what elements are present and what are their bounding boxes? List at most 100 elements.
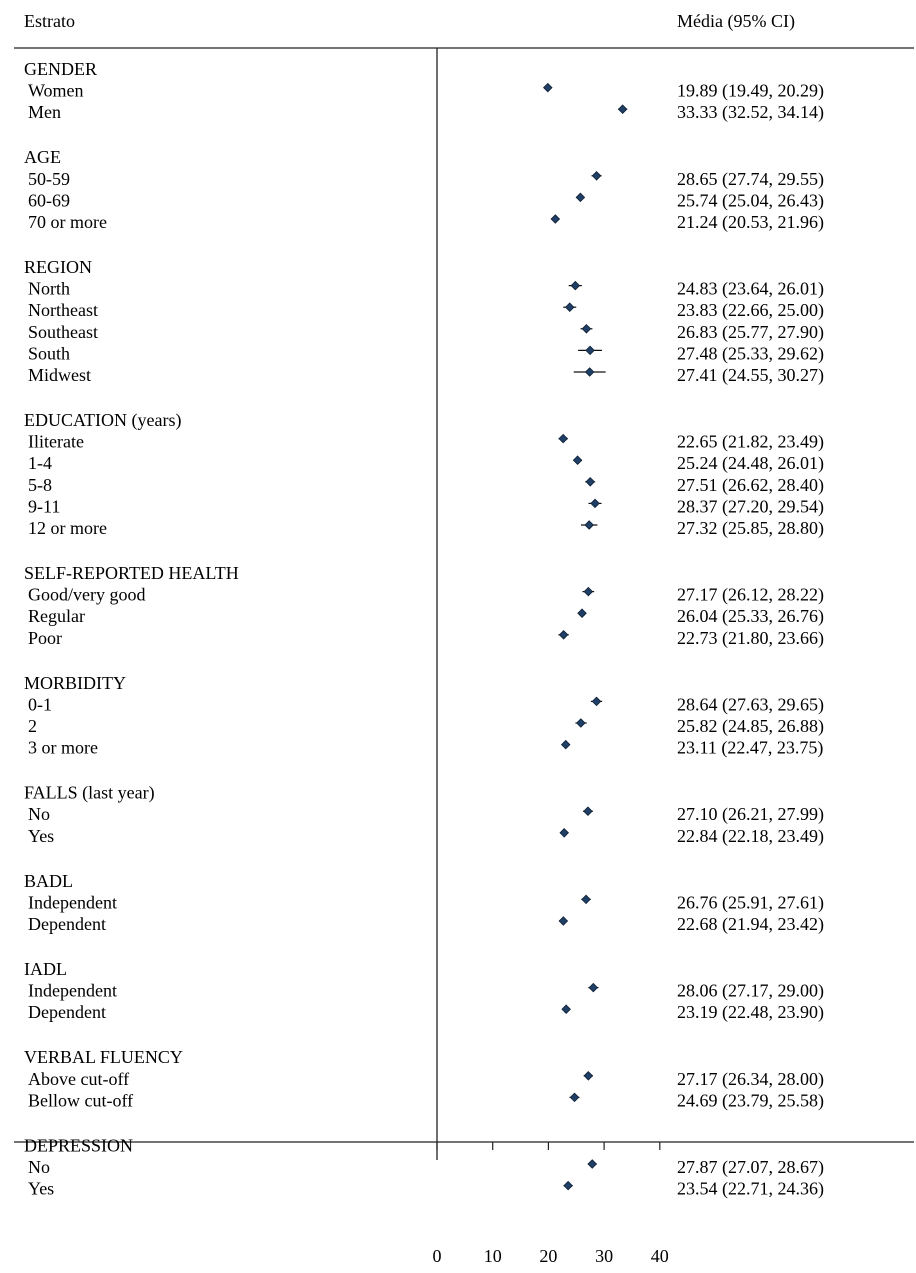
estimate-text: 27.87 (27.07, 28.67): [677, 1157, 824, 1178]
row-label: Yes: [28, 1179, 54, 1199]
mean-marker: [558, 433, 568, 444]
row-label: Independent: [28, 981, 117, 1001]
group-label: REGION: [24, 257, 92, 277]
row-label: 2: [28, 716, 37, 736]
row-label: Women: [28, 81, 84, 101]
group-label: EDUCATION (years): [24, 410, 181, 431]
row-label: Good/very good: [28, 585, 145, 605]
row-label: 12 or more: [28, 518, 107, 538]
group-label: FALLS (last year): [24, 783, 155, 804]
group-label: MORBIDITY: [24, 673, 126, 693]
estimate-text: 26.04 (25.33, 26.76): [677, 606, 824, 627]
estimate-text: 22.65 (21.82, 23.49): [677, 432, 824, 453]
mean-marker: [584, 367, 595, 377]
mean-marker: [577, 608, 587, 618]
mean-marker: [576, 718, 586, 728]
estimate-text: 27.41 (24.55, 30.27): [677, 365, 824, 386]
mean-marker: [590, 498, 600, 509]
row-label: Dependent: [28, 914, 106, 934]
row-label: 0-1: [28, 694, 52, 714]
estimate-text: 26.83 (25.77, 27.90): [677, 322, 824, 343]
estimate-text: 21.24 (20.53, 21.96): [677, 212, 824, 233]
group-label: AGE: [24, 147, 61, 167]
estimate-text: 27.51 (26.62, 28.40): [677, 475, 824, 496]
mean-marker: [559, 828, 569, 838]
estimate-text: 27.48 (25.33, 29.62): [677, 343, 824, 364]
row-label: 5-8: [28, 475, 52, 495]
row-label: 3 or more: [28, 738, 98, 758]
mean-marker: [584, 520, 594, 530]
estimate-text: 22.68 (21.94, 23.42): [677, 914, 824, 935]
group-label: IADL: [24, 959, 67, 979]
mean-marker: [588, 982, 599, 993]
mean-marker: [558, 916, 569, 926]
estimate-text: 25.24 (24.48, 26.01): [677, 453, 824, 474]
mean-marker: [581, 894, 591, 905]
mean-marker: [583, 1071, 594, 1081]
estimate-text: 23.83 (22.66, 25.00): [677, 300, 824, 321]
mean-marker: [585, 477, 595, 487]
mean-marker: [617, 104, 628, 114]
header-left: Estrato: [24, 11, 75, 31]
mean-marker: [583, 586, 594, 597]
estimate-text: 27.17 (26.12, 28.22): [677, 585, 824, 606]
mean-marker: [561, 1004, 571, 1014]
row-label: 60-69: [28, 190, 70, 210]
estimate-text: 28.65 (27.74, 29.55): [677, 169, 824, 190]
x-tick-label: 20: [539, 1246, 557, 1266]
row-label: Bellow cut-off: [28, 1090, 133, 1110]
mean-marker: [550, 214, 561, 224]
mean-marker: [543, 82, 553, 93]
row-label: Men: [28, 102, 61, 122]
x-tick-label: 30: [595, 1246, 613, 1266]
estimate-text: 27.32 (25.85, 28.80): [677, 518, 824, 539]
row-label: Dependent: [28, 1002, 106, 1022]
mean-marker: [564, 302, 575, 312]
estimate-text: 23.11 (22.47, 23.75): [677, 738, 823, 759]
estimate-text: 25.82 (24.85, 26.88): [677, 716, 824, 737]
estimate-text: 23.54 (22.71, 24.36): [677, 1179, 824, 1200]
mean-marker: [581, 324, 592, 334]
mean-marker: [560, 739, 571, 750]
row-label: Independent: [28, 892, 117, 912]
row-label: Yes: [28, 826, 54, 846]
mean-marker: [572, 455, 583, 465]
estimate-text: 25.74 (25.04, 26.43): [677, 190, 824, 211]
mean-marker: [558, 630, 569, 640]
row-label: Poor: [28, 628, 62, 648]
row-label: 9-11: [28, 496, 60, 516]
header-right: Média (95% CI): [677, 11, 795, 32]
group-label: VERBAL FLUENCY: [24, 1047, 183, 1067]
mean-marker: [585, 345, 595, 356]
estimate-text: 28.06 (27.17, 29.00): [677, 981, 824, 1002]
row-label: 1-4: [28, 453, 52, 473]
x-tick-label: 0: [433, 1246, 442, 1266]
estimate-text: 24.83 (23.64, 26.01): [677, 279, 824, 300]
mean-marker: [569, 1092, 580, 1103]
estimate-text: 28.64 (27.63, 29.65): [677, 694, 824, 715]
estimate-text: 19.89 (19.49, 20.29): [677, 81, 824, 102]
x-axis-ticks: 0 10 20 30 40: [433, 1142, 669, 1266]
mean-marker: [563, 1180, 573, 1191]
row-label: 50-59: [28, 169, 70, 189]
estimate-text: 23.19 (22.48, 23.90): [677, 1002, 824, 1023]
estimate-text: 27.10 (26.21, 27.99): [677, 804, 824, 825]
row-label: North: [28, 279, 70, 299]
group-label: GENDER: [24, 59, 97, 79]
group-label: DEPRESSION: [24, 1135, 133, 1155]
row-label: Regular: [28, 606, 85, 626]
mean-marker: [587, 1159, 598, 1169]
estimate-text: 22.84 (22.18, 23.49): [677, 826, 824, 847]
mean-marker: [591, 171, 602, 181]
estimate-text: 24.69 (23.79, 25.58): [677, 1090, 824, 1111]
row-label: Iliterate: [28, 432, 84, 452]
estimate-text: 33.33 (32.52, 34.14): [677, 102, 824, 123]
row-label: 70 or more: [28, 212, 107, 232]
row-label: Southeast: [28, 322, 98, 342]
row-label: Above cut-off: [28, 1069, 129, 1089]
row-label: Northeast: [28, 300, 98, 320]
estimate-text: 26.76 (25.91, 27.61): [677, 892, 824, 913]
x-tick-label: 40: [651, 1246, 669, 1266]
